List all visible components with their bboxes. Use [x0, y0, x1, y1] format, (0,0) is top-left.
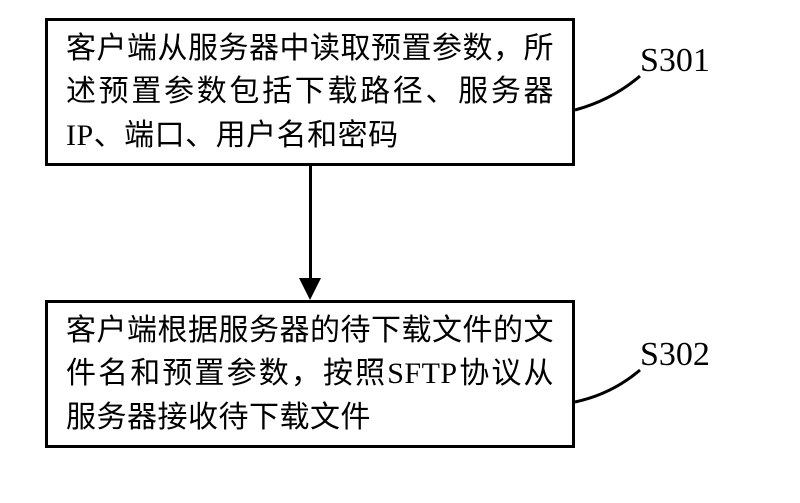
flowchart-step-2: 客户端根据服务器的待下载文件的文件名和预置参数，按照SFTP协议从服务器接收待下… [45, 300, 575, 448]
step-label-1: S301 [640, 42, 710, 80]
label-connector-1 [571, 72, 644, 114]
flow-arrow-head-icon [299, 278, 321, 300]
flow-arrow-line [309, 166, 312, 280]
flowchart-step-1: 客户端从服务器中读取预置参数，所述预置参数包括下载路径、服务器IP、端口、用户名… [45, 18, 575, 166]
flowchart-step-1-text: 客户端从服务器中读取预置参数，所述预置参数包括下载路径、服务器IP、端口、用户名… [66, 27, 554, 158]
flowchart-container: 客户端从服务器中读取预置参数，所述预置参数包括下载路径、服务器IP、端口、用户名… [0, 0, 800, 503]
flowchart-step-2-text: 客户端根据服务器的待下载文件的文件名和预置参数，按照SFTP协议从服务器接收待下… [66, 309, 554, 440]
step-label-2: S302 [640, 336, 710, 374]
label-connector-2 [571, 366, 644, 406]
